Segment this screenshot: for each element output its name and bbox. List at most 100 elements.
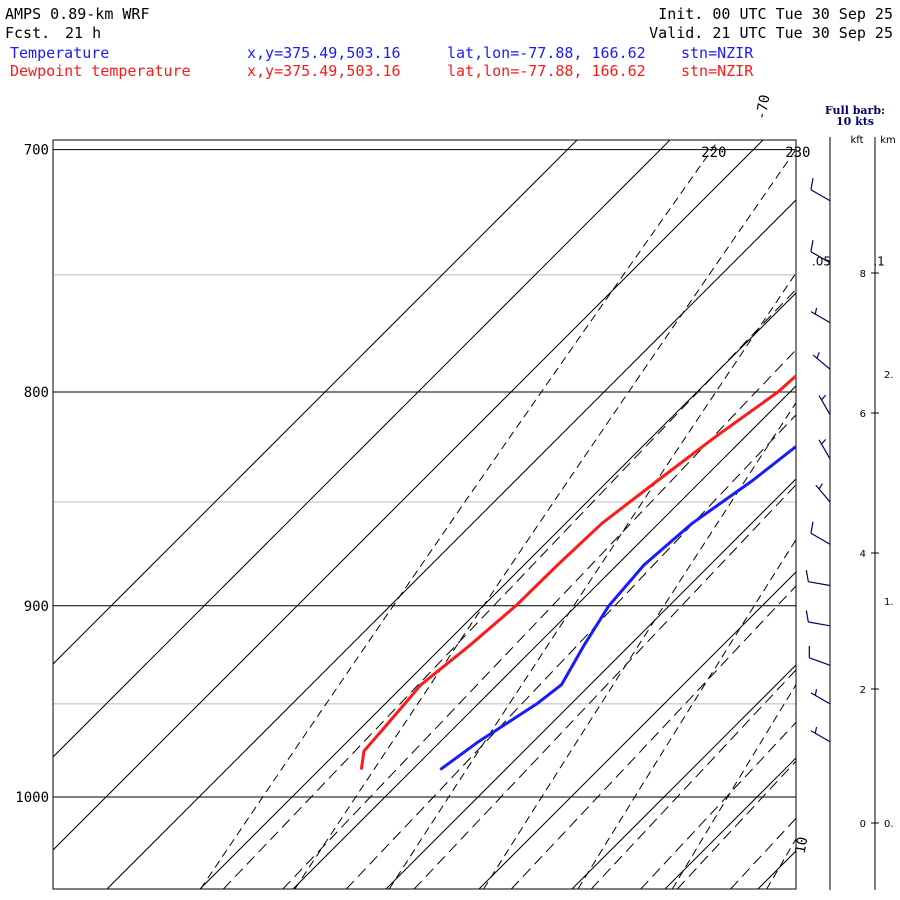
isentrope-260 <box>577 538 796 889</box>
isotherm-10 <box>757 850 796 889</box>
isentrope-290 <box>861 139 900 889</box>
isotherm--50 <box>199 292 796 889</box>
isentrope-230 <box>294 148 796 889</box>
isotherm--20 <box>478 571 796 889</box>
wind-barb-flag-half <box>814 726 818 734</box>
isotherm--10 <box>571 664 796 889</box>
legend-dewpoint-label: Dewpoint temperature <box>10 62 191 80</box>
mixing-ratio-1 <box>510 585 796 889</box>
kft-label-4: 4 <box>860 549 866 560</box>
plot-frame <box>52 139 797 890</box>
mixing-ratio-3 <box>640 721 796 889</box>
legend: Temperature x,y=375.49,503.16 lat,lon=-7… <box>10 44 754 80</box>
wind-barb-panel: Full barb: 10 kts kft km 8 6 4 2 0 2. 1. 0. <box>805 104 896 890</box>
header: AMPS 0.89-km WRF Fcst. 21 h Init. 00 UTC… <box>5 5 893 42</box>
legend-temperature-xy: x,y=375.49,503.16 <box>247 44 401 62</box>
isentrope-label-220: 220 <box>701 145 726 161</box>
wind-barb-staff <box>815 484 831 503</box>
wind-barb-flag-half <box>814 689 818 696</box>
wind-barb-flag-half <box>818 483 823 490</box>
wind-barb-flag-full <box>810 240 814 252</box>
wind-barb-staff <box>810 730 831 743</box>
wind-barb-flag-full <box>810 521 814 534</box>
height-ticks: 8 6 4 2 0 2. 1. 0. <box>860 269 894 830</box>
temperature-label--70: -70 <box>753 93 773 121</box>
wind-barb <box>808 646 831 666</box>
isotherm--70 <box>53 140 764 851</box>
isentrope-label-230: 230 <box>785 145 810 161</box>
isotherm--30 <box>385 478 796 889</box>
legend-dewpoint-xy: x,y=375.49,503.16 <box>247 62 401 80</box>
wind-barb <box>805 570 831 587</box>
wind-barb-staff <box>812 354 831 370</box>
wind-barbs <box>805 178 831 743</box>
isentrope-220 <box>200 140 720 889</box>
wind-barb-staff <box>808 621 831 627</box>
wind-barb <box>818 438 831 460</box>
isentrope-280 <box>766 837 796 889</box>
km-label-1.: 1. <box>884 597 894 608</box>
wind-barb-staff <box>808 581 831 587</box>
isentrope-240 <box>388 272 796 889</box>
temperature-profile-line <box>439 444 796 771</box>
kft-label-2: 2 <box>860 685 866 696</box>
pressure-label-1000: 1000 <box>15 790 49 806</box>
kft-label: kft <box>850 135 863 146</box>
mixing-ratio-0.05 <box>223 288 796 889</box>
wind-barb-flag-half <box>821 394 827 401</box>
wind-barb-staff <box>818 395 831 415</box>
wind-barb <box>812 352 831 370</box>
wind-barb-staff <box>810 311 831 324</box>
init-time: Init. 00 UTC Tue 30 Sep 25 <box>658 5 893 23</box>
dry-adiabats <box>200 139 900 889</box>
legend-dewpoint-stn: stn=NZIR <box>681 62 754 80</box>
wind-barb <box>810 178 831 202</box>
valid-time: Valid. 21 UTC Tue 30 Sep 25 <box>649 24 893 42</box>
mixing-ratio-label-.05: .05 <box>812 255 831 269</box>
wind-barb-staff <box>810 189 831 202</box>
wind-barb-staff <box>818 439 831 460</box>
temperature-label-10-edge: 10 <box>793 836 812 855</box>
mixing-ratio-label-.1: .1 <box>873 255 884 269</box>
wind-barb-flag-full <box>810 178 814 190</box>
mixing-ratio-4 <box>676 760 796 889</box>
legend-temperature-latlon: lat,lon=-77.88, 166.62 <box>447 44 646 62</box>
km-label: km <box>880 135 896 146</box>
model-title: AMPS 0.89-km WRF <box>5 5 150 23</box>
wind-barb <box>810 689 831 705</box>
wind-barb <box>810 240 831 264</box>
mixing-ratio-lines <box>223 288 796 889</box>
km-label-0.: 0. <box>884 819 894 830</box>
wind-barb-flag-full <box>805 570 809 582</box>
minor-pressure-gridlines <box>53 274 796 705</box>
wind-barb <box>818 394 831 415</box>
pressure-axis-labels: 700 800 900 1000 <box>15 143 49 806</box>
wind-barb-flag-half <box>816 352 820 359</box>
barb-scale: 10 kts <box>836 115 874 128</box>
kft-label-6: 6 <box>860 409 866 420</box>
pressure-label-800: 800 <box>24 385 49 401</box>
wind-barb <box>815 483 831 503</box>
wind-barb-staff <box>810 692 831 705</box>
mixing-ratio-0.1 <box>282 349 796 889</box>
isotherm--60 <box>106 199 796 889</box>
isentrope-250 <box>483 401 796 889</box>
isotherm--90 <box>53 140 578 665</box>
profile-series <box>359 373 796 771</box>
wind-barb <box>810 521 831 545</box>
wind-barb-flag-full <box>805 610 809 623</box>
kft-label-0: 0 <box>860 819 866 830</box>
mixing-ratio-0.4 <box>413 484 796 889</box>
pressure-label-900: 900 <box>24 599 49 615</box>
mixing-ratio-2 <box>590 669 796 889</box>
km-label-2.: 2. <box>884 370 894 381</box>
isentrope-labels: 220 230 <box>701 145 810 161</box>
wind-barb <box>810 307 831 324</box>
wind-barb-staff <box>809 657 831 666</box>
isentrope-270 <box>671 683 796 889</box>
isotherm-0 <box>664 757 796 889</box>
legend-dewpoint-latlon: lat,lon=-77.88, 166.62 <box>447 62 646 80</box>
temperature-axis-labels: -70 10 <box>753 93 811 855</box>
mixing-ratio-labels: .05.1.2.412346 <box>812 255 885 269</box>
